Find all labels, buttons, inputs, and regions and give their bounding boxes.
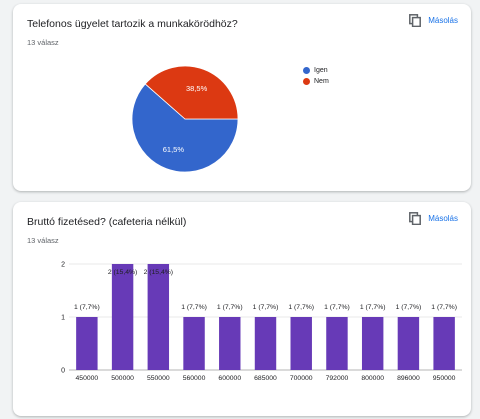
bar-data-label: 2 (15,4%) [108,269,137,276]
legend-label-igen: Igen [314,67,328,74]
legend-item-nem: Nem [303,76,329,87]
bar [111,264,134,370]
x-tick-label: 500000 [111,375,134,382]
question-card-phone-duty: Telefonos ügyelet tartozik a munkakörödh… [13,4,471,191]
x-tick-label: 450000 [76,375,99,382]
bar-data-label: 1 (7,7%) [217,304,243,311]
copy-chart-button[interactable]: Másolás [409,14,458,27]
legend-label-nem: Nem [314,78,329,85]
x-tick-label: 700000 [290,375,313,382]
copy-icon [409,14,422,27]
x-tick-label: 800000 [361,375,384,382]
question-title: Bruttó fizetésed? (cafeteria nélkül) [27,216,187,228]
legend-swatch-igen [303,67,310,74]
copy-chart-button[interactable]: Másolás [409,212,458,225]
bar [290,317,312,370]
bar-data-label: 1 (7,7%) [431,304,457,311]
bar [147,264,170,370]
bar-data-label: 1 (7,7%) [74,304,100,311]
bar [397,317,420,370]
pie-chart: 61,5% 38,5% [131,65,239,173]
y-tick-label: 0 [61,368,65,375]
bar-data-label: 1 (7,7%) [360,304,386,311]
x-tick-label: 950000 [433,375,456,382]
pie-slice-label-igen: 61,5% [163,145,185,154]
copy-button-label: Másolás [428,16,458,25]
legend-swatch-nem [303,78,310,85]
legend-item-igen: Igen [303,65,329,76]
bar-data-label: 1 (7,7%) [181,304,207,311]
bar-data-label: 1 (7,7%) [253,304,279,311]
bar [433,317,455,370]
copy-icon [409,212,422,225]
bar-data-label: 2 (15,4%) [144,269,173,276]
x-tick-label: 560000 [183,375,206,382]
pie-legend: Igen Nem [303,65,329,87]
pie-slice-igen [131,83,239,173]
y-tick-label: 2 [61,262,65,269]
bar-data-label: 1 (7,7%) [324,304,350,311]
pie-slice-label-nem: 38,5% [186,84,208,93]
bar-chart: 0 1 2 1 (7,7%) 450000 2 (15,4%) 500000 2 (15,4%… [61,262,462,382]
x-tick-label: 896000 [397,375,420,382]
response-count: 13 válasz [27,236,59,245]
x-tick-label: 792000 [326,375,349,382]
response-count: 13 válasz [27,38,59,47]
copy-button-label: Másolás [428,214,458,223]
bar [361,317,384,370]
x-tick-label: 685000 [254,375,277,382]
x-tick-label: 600000 [218,375,241,382]
pie-slice-nem [144,65,239,120]
x-tick-label: 550000 [147,375,170,382]
question-title: Telefonos ügyelet tartozik a munkakörödh… [27,18,238,30]
y-tick-label: 1 [61,315,65,322]
bar [76,317,98,370]
bar [254,317,277,370]
bar [219,317,241,370]
bar [183,317,205,370]
bar-data-label: 1 (7,7%) [396,304,422,311]
bar-data-label: 1 (7,7%) [288,304,314,311]
bar [326,317,348,370]
question-card-gross-salary: Bruttó fizetésed? (cafeteria nélkül) 13 … [13,202,471,416]
